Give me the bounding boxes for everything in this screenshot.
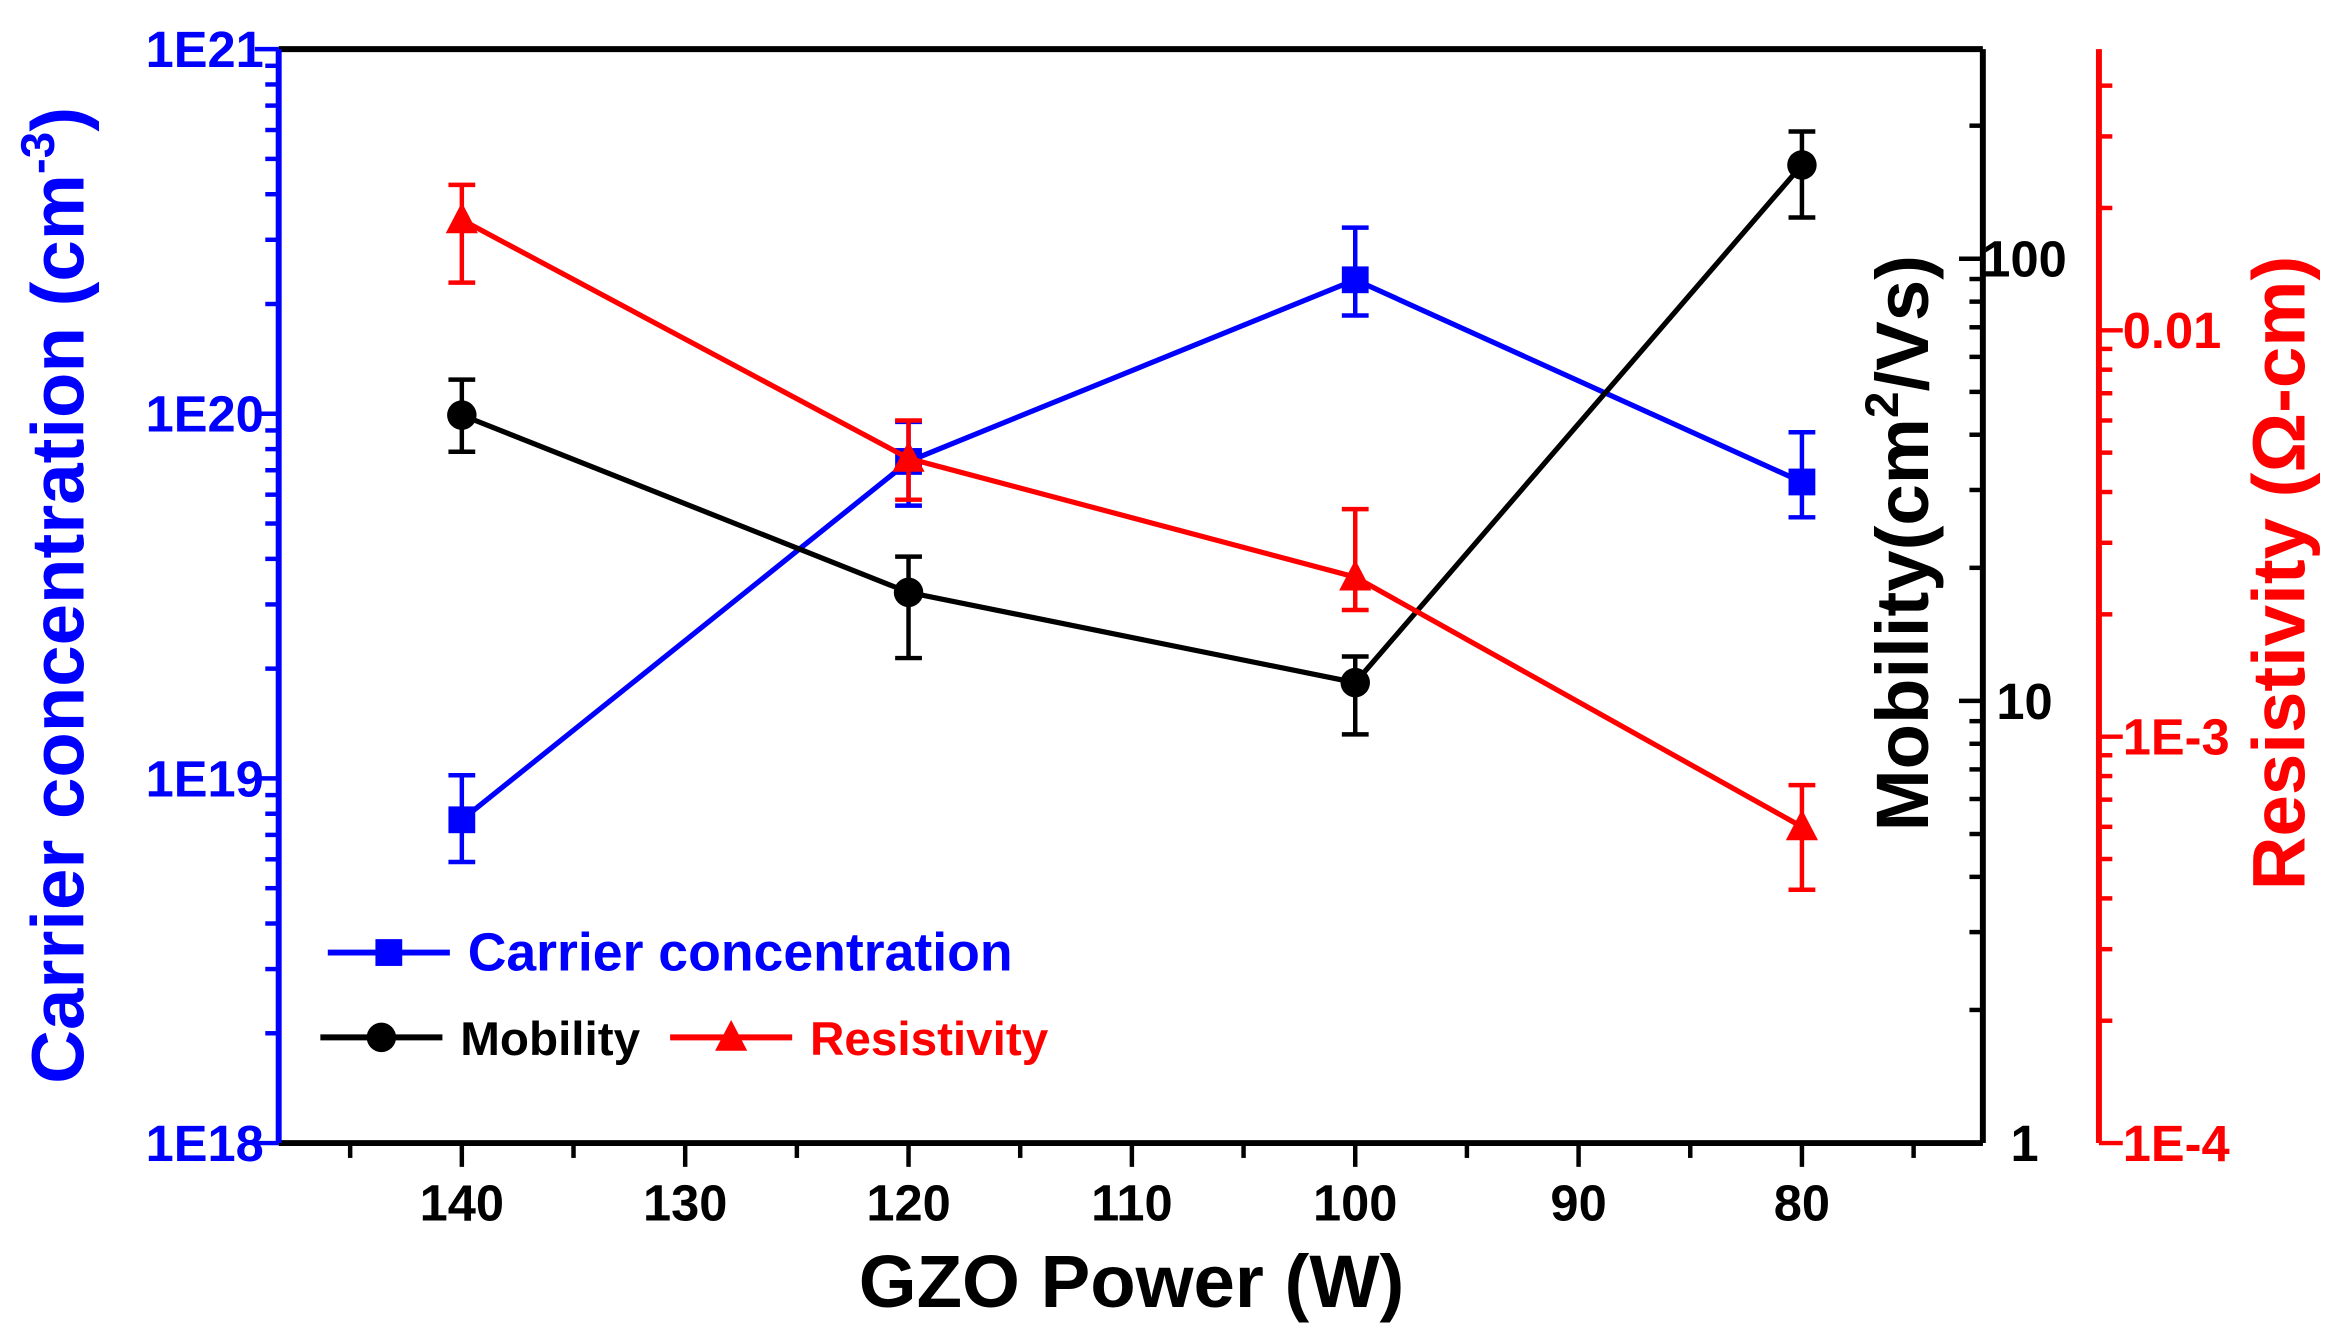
data-point — [448, 806, 476, 834]
series-mobility — [447, 129, 1817, 737]
left-tick-label: 1E20 — [146, 386, 264, 443]
left-axis-label-sup: -3 — [12, 132, 65, 174]
series-line — [460, 276, 1804, 822]
mobility-axis-label-end: /Vs) — [1861, 255, 1944, 391]
mobility-tick-label: 10 — [1996, 673, 2052, 730]
mobility-axis-label-sup: 2 — [1856, 392, 1909, 418]
legend-item: Mobility — [320, 1013, 641, 1066]
resistivity-tick-label: 0.01 — [2123, 302, 2221, 359]
data-point — [1339, 559, 1372, 591]
x-axis-label: GZO Power (W) — [859, 1240, 1405, 1323]
x-tick-label: 90 — [1550, 1174, 1606, 1231]
data-point — [1788, 468, 1816, 496]
legend-item: Resistivity — [670, 1013, 1049, 1066]
legend-item: Carrier concentration — [327, 922, 1013, 982]
resistivity-tick-label: 1E-3 — [2123, 709, 2230, 766]
legend-marker — [715, 1019, 748, 1051]
legend-marker — [375, 939, 403, 966]
left-axis-label-end: ) — [17, 107, 100, 132]
x-tick-label: 100 — [1313, 1174, 1397, 1231]
mobility-axis-label: Mobility(cm2/Vs) — [1856, 255, 1944, 831]
axes: 140 130 120 110 100 90 801E181E191E201E2111010… — [12, 21, 2320, 1231]
x-tick-label: 120 — [866, 1174, 950, 1231]
left-tick-label: 1E19 — [146, 750, 264, 807]
left-axis-label: Carrier concentration (cm-3) — [12, 107, 100, 1084]
data-point — [893, 577, 924, 608]
data-point — [892, 440, 925, 472]
resistivity-axis-label: Resistivity (Ω-cm) — [2237, 256, 2320, 890]
mobility-tick-label: 1 — [2010, 1115, 2038, 1172]
x-tick-label: 140 — [420, 1174, 504, 1231]
left-tick-label: 1E21 — [146, 21, 264, 78]
legend-marker — [366, 1022, 397, 1053]
series-resistivity — [445, 182, 1819, 893]
data-point — [447, 400, 477, 430]
data-point — [1785, 809, 1819, 841]
left-tick-label: 1E18 — [146, 1115, 264, 1172]
legend-label: Mobility — [460, 1013, 640, 1066]
data-point — [1787, 150, 1817, 180]
mobility-tick-label: 100 — [1982, 231, 2066, 288]
legend-label: Resistivity — [810, 1013, 1049, 1066]
x-tick-label: 80 — [1774, 1174, 1830, 1231]
x-tick-label: 130 — [643, 1174, 727, 1231]
resistivity-tick-label: 1E-4 — [2123, 1115, 2230, 1172]
data-point — [1340, 667, 1370, 698]
data-point — [1341, 266, 1369, 294]
marks — [445, 129, 1819, 893]
x-tick-label: 110 — [1091, 1174, 1173, 1231]
series-line — [460, 217, 1804, 830]
legend-label: Carrier concentration — [468, 922, 1013, 982]
data-point — [445, 202, 478, 234]
legend: Carrier concentration Mobility Resistivity — [320, 922, 1049, 1066]
series-line — [460, 163, 1804, 686]
